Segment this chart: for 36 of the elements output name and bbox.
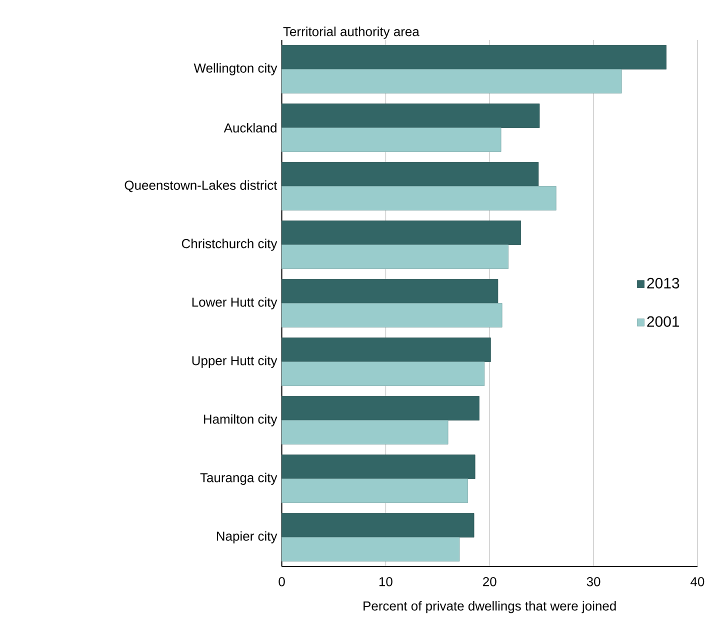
legend-label: 2001 (647, 316, 680, 327)
y-axis-title: Territorial authority area (283, 26, 420, 39)
x-tick-label: 10 (379, 576, 392, 586)
y-tick-label: Tauranga city (200, 472, 278, 485)
x-tick-label: 0 (278, 576, 285, 586)
y-tick-label: Queenstown-Lakes district (124, 180, 278, 192)
bar (282, 396, 480, 420)
legend-label: 2013 (647, 278, 680, 288)
y-tick-label: Lower Hutt city (192, 296, 278, 310)
bar (282, 103, 540, 128)
y-tick-label: Upper Hutt city (192, 355, 278, 368)
x-axis-title: Percent of private dwellings that were joined (364, 600, 616, 613)
bar (282, 420, 448, 444)
bar (282, 361, 485, 386)
bar (282, 127, 502, 152)
bar (282, 454, 476, 479)
bar (282, 302, 502, 328)
bar (282, 162, 539, 186)
y-tick-label: Napier city (216, 531, 278, 544)
bar (282, 337, 491, 362)
bar (282, 186, 556, 210)
y-tick-label: Auckland (224, 122, 276, 132)
y-tick-label: Hamilton city (204, 414, 278, 426)
bar (282, 68, 622, 94)
bar (282, 512, 474, 538)
bar (282, 536, 460, 562)
bar (282, 44, 666, 70)
bar (282, 244, 509, 269)
bar (282, 278, 498, 304)
bar (282, 478, 468, 503)
bar (282, 220, 521, 245)
x-tick-label: 40 (690, 576, 704, 586)
y-tick-label: Christchurch city (182, 238, 278, 251)
x-tick-label: 20 (483, 576, 496, 586)
x-tick-label: 30 (586, 576, 600, 586)
y-tick-label: Wellington city (194, 62, 278, 76)
